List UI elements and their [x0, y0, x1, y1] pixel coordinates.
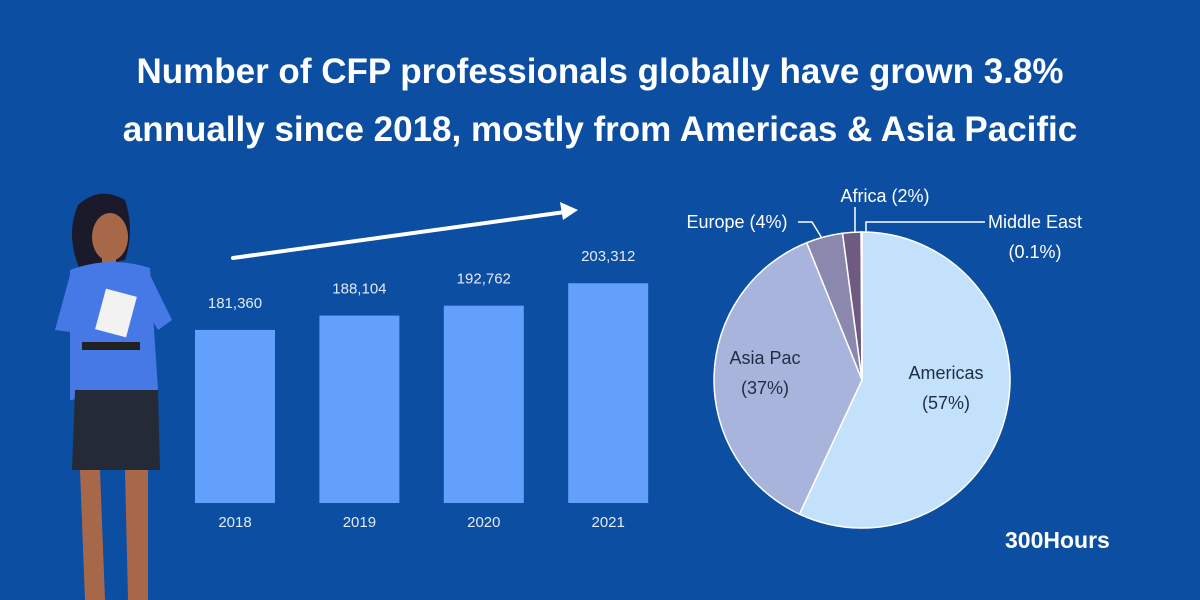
x-tick-label: 2018: [218, 514, 251, 531]
slice-label: Africa (2%): [820, 181, 950, 211]
bar: [443, 305, 524, 503]
slice-name: Africa: [840, 186, 887, 206]
title-line: annually since 2018, mostly from America…: [122, 110, 1078, 149]
x-tick-label: 2020: [467, 514, 500, 531]
value-label: 181,360: [208, 295, 262, 312]
pie-slice: [860, 231, 863, 381]
slice-value: (57%): [921, 393, 970, 413]
x-tick-label: 2019: [343, 514, 376, 531]
slice-name: Middle East: [987, 212, 1083, 232]
slice-value: (37%): [740, 378, 789, 398]
brand: 300Hours: [1005, 527, 1110, 553]
slice-label: Europe (4%): [672, 207, 802, 237]
title-line: Number of CFP professionals globally hav…: [136, 52, 1064, 91]
value-label: 192,762: [457, 271, 511, 288]
illustration: [55, 193, 172, 600]
bar: [319, 315, 400, 503]
bar: [568, 283, 649, 503]
value-label: 203,312: [581, 248, 635, 265]
value-label: 188,104: [332, 281, 386, 298]
slice-label: Americas (57%): [886, 358, 1006, 418]
slice-name: Americas: [908, 363, 984, 383]
pie-slice: [713, 241, 863, 516]
slice-value: (4%): [749, 212, 788, 232]
slice-value: (0.1%): [1008, 242, 1062, 262]
slice-name: Europe: [686, 212, 745, 232]
slice-name: Asia Pac: [729, 348, 801, 368]
x-tick-label: 2021: [592, 514, 625, 531]
pie-slice: [798, 231, 1011, 529]
slice-label: Middle East (0.1%): [975, 207, 1095, 267]
slice-value: (2%): [891, 186, 930, 206]
trend-arrow: [231, 202, 578, 260]
slice-label: Asia Pac (37%): [715, 343, 815, 403]
bar: [195, 329, 275, 503]
